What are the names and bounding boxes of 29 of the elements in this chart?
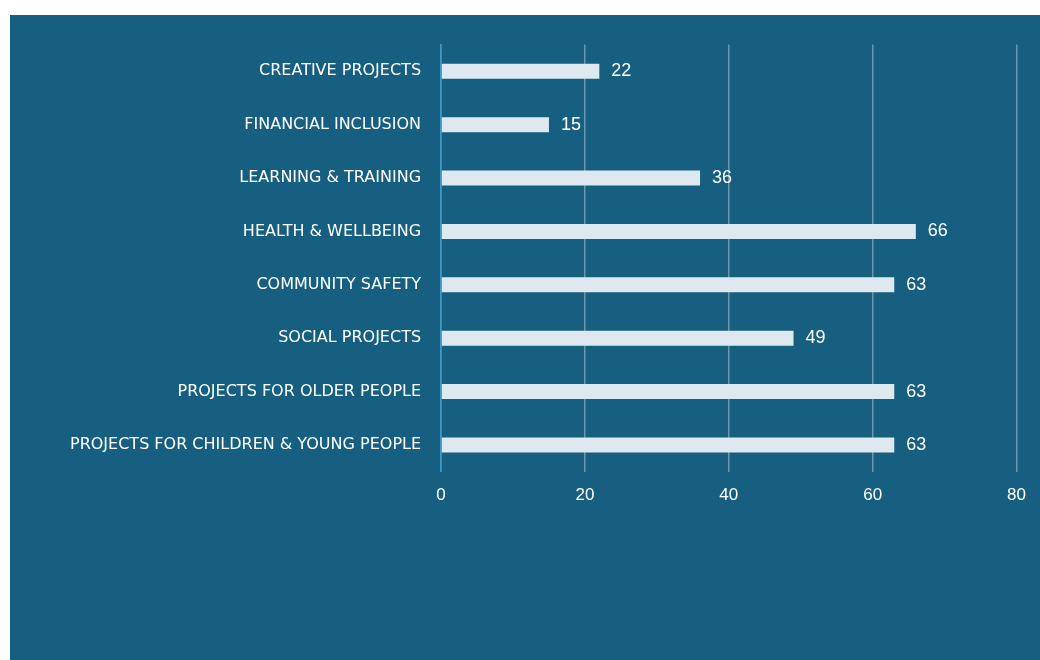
bar (441, 63, 600, 79)
x-tick-label: 80 (1007, 485, 1027, 505)
data-label: 49 (805, 327, 826, 348)
x-tick-label: 20 (575, 485, 595, 505)
y-tick-label: HEALTH & WELLBEING (242, 220, 422, 240)
data-label: 66 (927, 220, 948, 241)
y-tick-label: COMMUNITY SAFETY (256, 273, 422, 293)
bar (441, 384, 895, 400)
y-tick-label: PROJECTS FOR OLDER PEOPLE (177, 380, 422, 400)
data-label: 63 (906, 273, 927, 294)
y-tick-label: PROJECTS FOR CHILDREN & YOUNG PEOPLE (69, 434, 422, 454)
bar (441, 117, 549, 133)
bar (441, 170, 701, 186)
y-tick-label: FINANCIAL INCLUSION (244, 113, 422, 133)
data-label: 15 (560, 113, 581, 134)
y-tick-label: SOCIAL PROJECTS (278, 327, 422, 347)
bar (441, 330, 794, 346)
bar (441, 223, 916, 239)
bar (441, 277, 895, 293)
y-tick-label: CREATIVE PROJECTS (259, 60, 422, 80)
data-label: 22 (611, 60, 632, 81)
y-tick-label: LEARNING & TRAINING (239, 167, 422, 187)
x-tick-label: 60 (863, 485, 883, 505)
data-label: 63 (906, 380, 927, 401)
bar (441, 437, 895, 453)
data-label: 63 (906, 433, 927, 454)
data-label: 36 (712, 167, 733, 188)
x-tick-label: 40 (719, 485, 739, 505)
x-tick-label: 0 (436, 485, 446, 505)
